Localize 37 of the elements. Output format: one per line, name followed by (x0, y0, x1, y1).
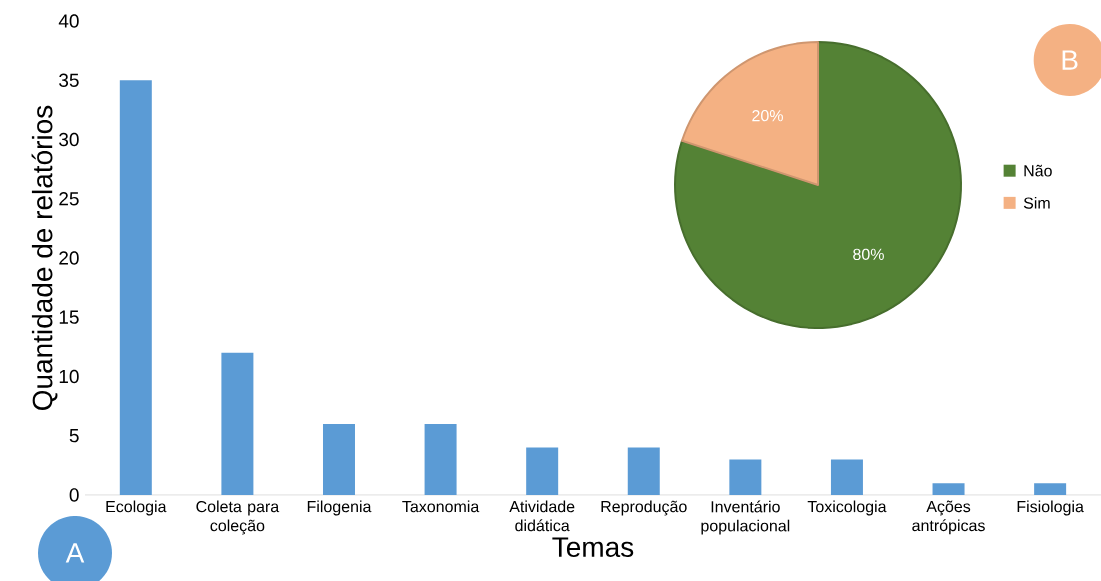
bar (424, 423, 457, 495)
y-tick-label: 20 (59, 251, 79, 265)
legend-label: Não (1024, 164, 1052, 177)
x-tick-label: Fisiologia (1017, 500, 1084, 516)
x-axis-title: Temas (552, 537, 634, 558)
x-tick-label: Atividade didática (509, 500, 575, 532)
legend-label: Sim (1023, 196, 1050, 209)
x-tick-label: Filogenia (307, 500, 372, 516)
bar (322, 423, 355, 495)
x-tick-label: Inventário populacional (701, 500, 790, 535)
y-tick-label: 30 (59, 132, 79, 147)
bar (627, 447, 660, 495)
bar (221, 352, 254, 495)
y-tick-label: 35 (59, 73, 79, 87)
y-tick-label: 10 (59, 369, 79, 384)
bar (729, 459, 762, 495)
annotation: B (1062, 50, 1078, 70)
bar (119, 80, 152, 495)
x-tick-label: Toxicologia (807, 500, 887, 516)
y-axis-title: Quantidade de relatórios (31, 105, 58, 410)
x-tick-label: Reprodução (601, 500, 687, 516)
x-tick-label: Coleta para coleção (196, 500, 280, 535)
y-tick-label: 0 (69, 488, 79, 502)
y-tick-label: 25 (59, 192, 79, 206)
x-tick-label: Taxonomia (402, 500, 480, 513)
x-tick-label: Ações antrópicas (912, 500, 985, 535)
bar (526, 447, 559, 495)
data-label: 80% (853, 248, 884, 261)
text: A (65, 543, 85, 563)
y-tick-label: 15 (59, 310, 79, 324)
bar (830, 459, 863, 495)
bar (1034, 483, 1067, 495)
y-tick-label: 40 (58, 14, 79, 28)
bar (932, 483, 965, 495)
data-label: 20% (752, 109, 783, 122)
y-tick-label: 5 (69, 429, 79, 443)
x-tick-label: Ecologia (106, 500, 167, 516)
